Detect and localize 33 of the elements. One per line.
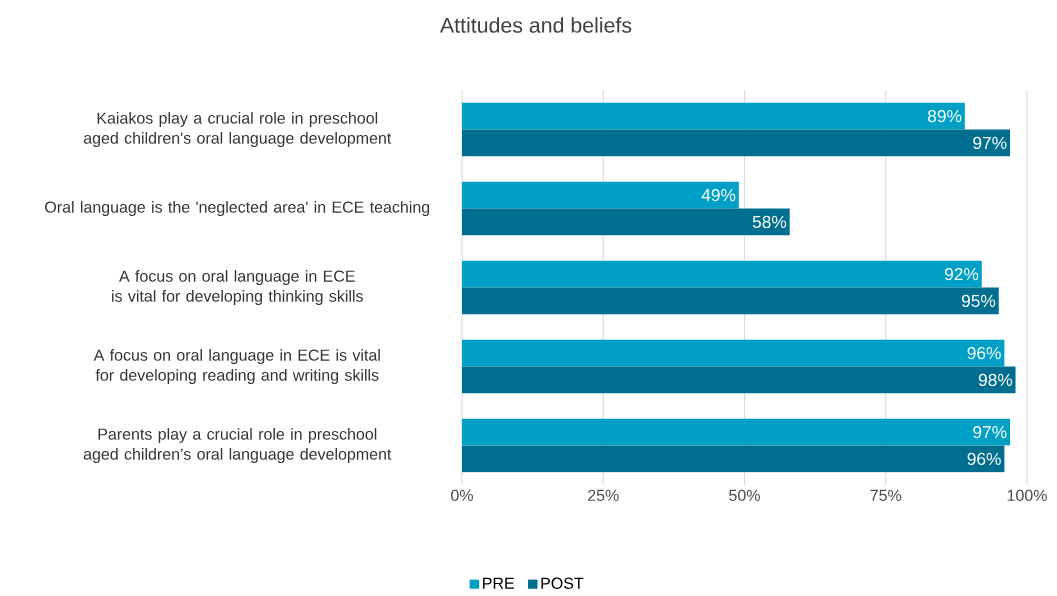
bar xyxy=(462,129,1011,157)
data-label: 96% xyxy=(967,346,1001,360)
bar xyxy=(462,339,1005,367)
data-label: 49% xyxy=(701,188,736,202)
y-tick-label: Oral language is the 'neglected area' in ECE teaching xyxy=(45,201,430,216)
data-label: 58% xyxy=(752,215,787,229)
legend-label: POST xyxy=(541,577,584,589)
data-label: 92% xyxy=(944,267,979,281)
bar xyxy=(462,208,790,236)
y-tick-label: Parents play a crucial role in preschool aged children’s oral language development xyxy=(83,428,392,463)
data-label: 97% xyxy=(973,136,1007,150)
x-tick-label: 50% xyxy=(729,489,760,501)
data-label: 95% xyxy=(961,294,996,308)
bar xyxy=(462,418,1011,446)
x-tick-label: 25% xyxy=(588,489,619,501)
legend-label: PRE xyxy=(483,577,514,589)
bar xyxy=(462,366,1016,394)
y-tick-label: Kaiakos play a crucial role in preschool aged children's oral language development xyxy=(83,112,392,147)
y-tick-label: A focus on oral language in ECE is vital for developing thinking skills xyxy=(112,270,363,305)
x-tick-label: 75% xyxy=(870,489,902,501)
y-tick-label: A focus on oral language in ECE is vital for developing reading and writing skills xyxy=(93,349,380,384)
bar xyxy=(462,445,1005,473)
x-tick-label: 100% xyxy=(1007,489,1047,501)
chart-title: Attitudes and beliefs xyxy=(439,17,632,33)
data-label: 98% xyxy=(978,373,1013,387)
data-label: 96% xyxy=(967,452,1001,466)
x-tick-label: 0% xyxy=(451,489,473,501)
bar xyxy=(462,260,982,288)
bar xyxy=(462,102,965,130)
bar xyxy=(462,287,999,315)
bar xyxy=(462,181,739,209)
data-label: 89% xyxy=(927,109,962,123)
data-label: 97% xyxy=(973,425,1007,439)
